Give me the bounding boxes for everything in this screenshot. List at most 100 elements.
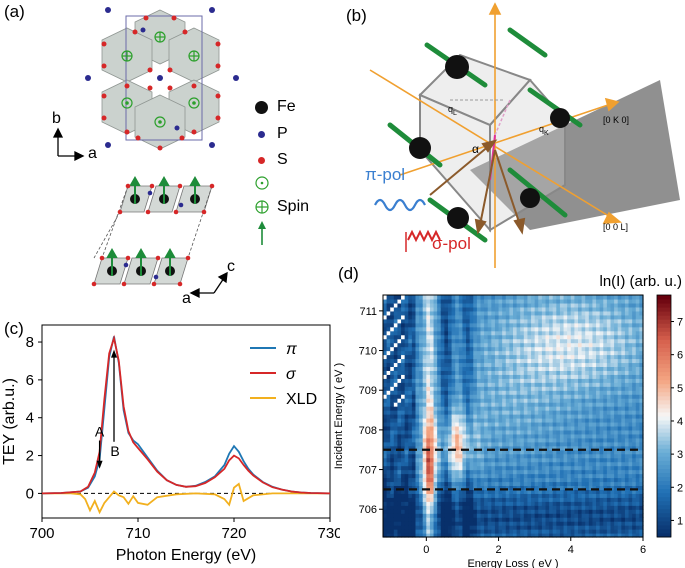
- heatmap-cell: [559, 485, 565, 490]
- heatmap-cell: [408, 354, 413, 360]
- heatmap-cell: [440, 425, 445, 431]
- heatmap-cell: [433, 449, 438, 455]
- heatmap-cell: [502, 417, 507, 423]
- heatmap-cell: [545, 441, 550, 447]
- heatmap-cell: [401, 417, 406, 423]
- heatmap-cell: [581, 358, 586, 364]
- heatmap-cell: [635, 378, 640, 383]
- heatmap-cell: [440, 433, 445, 439]
- heatmap-cell: [408, 441, 413, 447]
- heatmap-cell: [408, 330, 413, 336]
- heatmap-cell: [621, 465, 626, 471]
- heatmap-cell: [469, 493, 474, 498]
- heatmap-cell: [411, 469, 417, 475]
- heatmap-cell: [520, 354, 525, 360]
- heatmap-cell: [433, 433, 438, 439]
- heatmap-cell: [614, 306, 619, 312]
- heatmap-cell: [448, 346, 453, 352]
- heatmap-cell: [617, 350, 622, 356]
- heatmap-cell: [614, 429, 619, 435]
- heatmap-cell: [444, 517, 449, 522]
- heatmap-cell: [448, 465, 453, 471]
- heatmap-cell: [596, 378, 601, 383]
- heatmap-cell: [567, 366, 572, 371]
- heatmap-cell: [448, 441, 453, 447]
- heatmap-cell: [596, 314, 601, 320]
- heatmap-cell: [429, 437, 435, 443]
- heatmap-cell: [498, 326, 503, 332]
- heatmap-cell: [448, 322, 453, 328]
- heatmap-cell: [610, 410, 615, 415]
- heatmap-cell: [509, 469, 514, 475]
- heatmap-cell: [538, 501, 543, 506]
- heatmap-cell: [487, 477, 492, 483]
- heatmap-cell: [628, 461, 633, 467]
- heatmap-cell: [523, 322, 529, 328]
- heatmap-cell: [599, 477, 604, 483]
- heatmap-cell: [476, 390, 482, 395]
- heatmap-cell: [448, 362, 453, 368]
- heatmap-cell: [390, 493, 395, 498]
- heatmap-cell: [383, 382, 388, 387]
- heatmap-cell: [491, 489, 496, 494]
- heatmap-cell: [397, 481, 402, 487]
- heatmap-cell: [437, 366, 442, 371]
- heatmap-cell: [383, 390, 388, 395]
- heatmap-cell: [437, 489, 442, 494]
- heatmap-cell: [538, 330, 543, 336]
- heatmap-cell: [614, 406, 619, 411]
- heatmap-cell: [487, 529, 492, 534]
- heatmap-cell: [444, 302, 449, 308]
- heatmap-cell: [556, 441, 561, 447]
- heatmap-cell: [538, 505, 543, 510]
- heatmap-cell: [462, 505, 467, 510]
- heatmap-cell: [509, 497, 514, 502]
- heatmap-cell: [404, 342, 409, 348]
- heatmap-cell: [563, 425, 568, 431]
- heatmap-cell: [404, 358, 409, 364]
- heatmap-cell: [585, 410, 590, 415]
- heatmap-cell: [466, 445, 471, 451]
- heatmap-cell: [494, 378, 500, 383]
- heatmap-cell: [444, 378, 449, 383]
- heatmap-cell: [401, 295, 406, 300]
- heatmap-cell: [419, 501, 424, 506]
- heatmap-cell: [401, 505, 406, 510]
- heatmap-cell: [491, 394, 496, 399]
- heatmap-cell: [466, 354, 471, 360]
- heatmap-cell: [429, 314, 435, 320]
- heatmap-cell: [592, 485, 597, 490]
- heatmap-cell: [513, 318, 518, 324]
- heatmap-cell: [585, 525, 590, 530]
- heatmap-cell: [383, 445, 388, 451]
- heatmap-cell: [581, 521, 586, 526]
- heatmap-cell: [603, 414, 608, 419]
- heatmap-cell: [570, 390, 575, 395]
- heatmap-cell: [545, 509, 550, 514]
- heatmap-cell: [552, 533, 557, 538]
- heatmap-cell: [585, 314, 590, 320]
- heatmap-cell: [552, 497, 557, 502]
- heatmap-cell: [433, 445, 438, 451]
- heatmap-cell: [538, 358, 543, 364]
- heatmap-cell: [617, 370, 622, 375]
- heatmap-cell: [581, 295, 586, 300]
- heatmap-cell: [487, 374, 492, 379]
- heatmap-cell: [491, 410, 496, 415]
- heatmap-cell: [596, 441, 601, 447]
- heatmap-cell: [422, 342, 427, 348]
- heatmap-cell: [549, 374, 554, 379]
- heatmap-cell: [538, 366, 543, 371]
- heatmap-cell: [480, 326, 485, 332]
- heatmap-cell: [632, 417, 637, 423]
- heatmap-cell: [455, 437, 460, 443]
- heatmap-cell: [513, 417, 518, 423]
- heatmap-cell: [596, 370, 601, 375]
- heatmap-cell: [520, 517, 525, 522]
- heatmap-cell: [469, 382, 474, 387]
- heatmap-cell: [552, 322, 557, 328]
- heatmap-cell: [469, 318, 474, 324]
- heatmap-cell: [451, 509, 456, 514]
- heatmap-cell: [401, 366, 406, 371]
- heatmap-cell: [408, 417, 413, 423]
